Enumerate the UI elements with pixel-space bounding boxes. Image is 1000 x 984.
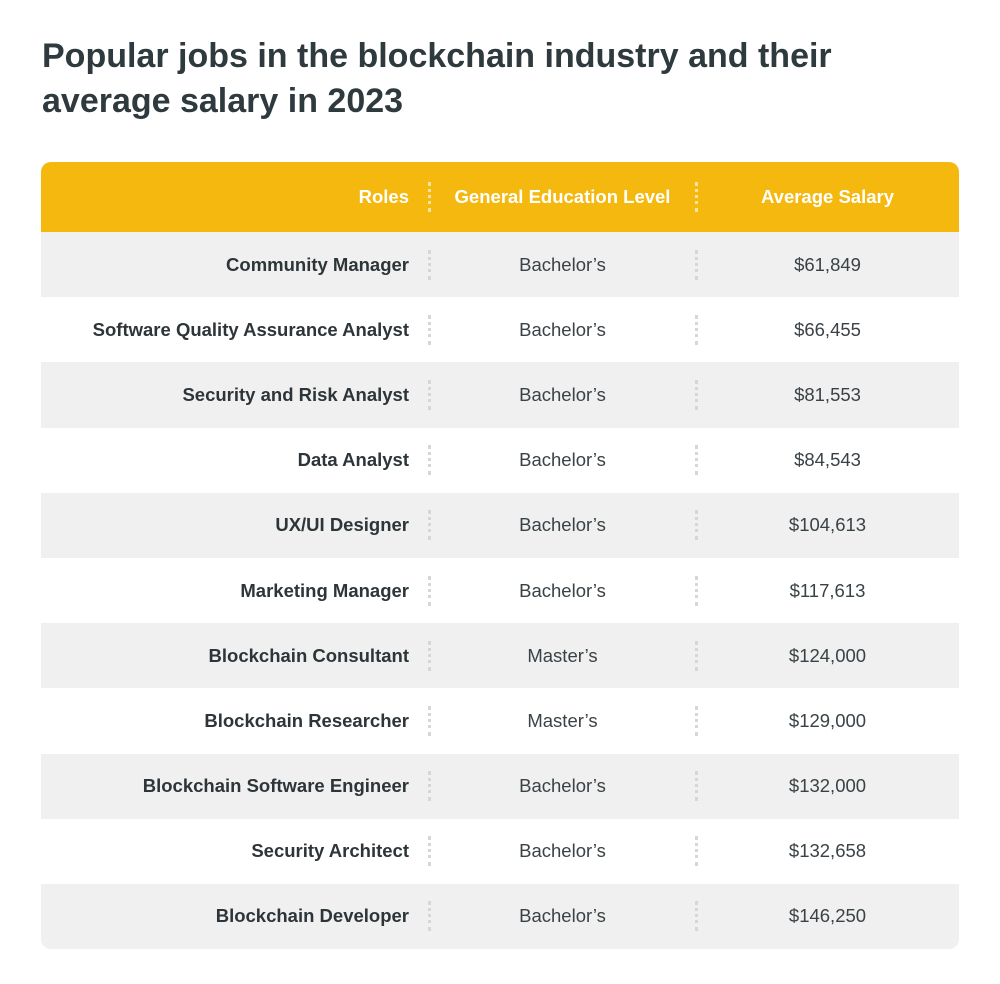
role-cell: Blockchain Consultant [208, 644, 409, 666]
education-cell: Master’s [527, 644, 598, 666]
table-row: Security and Risk Analyst Bachelor’s $81… [41, 362, 959, 428]
column-divider [695, 510, 698, 541]
salary-cell: $104,613 [788, 514, 867, 536]
column-divider [695, 314, 698, 345]
education-cell: Master’s [527, 709, 598, 731]
column-divider [695, 640, 698, 671]
table-row: Blockchain Software Engineer Bachelor’s … [41, 753, 959, 819]
salary-cell: $124,000 [788, 644, 867, 666]
education-cell: Bachelor’s [519, 449, 606, 471]
education-cell: Bachelor’s [519, 514, 606, 536]
table-row: Blockchain Developer Bachelor’s $146,250 [41, 883, 959, 950]
column-divider [428, 249, 431, 280]
table-row: Blockchain Consultant Master’s $124,000 [41, 623, 959, 689]
column-divider [428, 379, 431, 410]
education-cell: Bachelor’s [519, 579, 606, 601]
salary-cell: $146,250 [788, 905, 867, 927]
role-cell: Security Architect [251, 840, 409, 862]
column-divider [428, 510, 431, 541]
column-divider [695, 575, 698, 606]
header-roles: Roles [358, 186, 409, 207]
column-divider [695, 249, 698, 280]
role-cell: Blockchain Developer [215, 905, 409, 927]
column-divider [428, 836, 431, 867]
role-cell: Community Manager [226, 253, 409, 275]
education-cell: Bachelor’s [519, 253, 606, 275]
role-cell: Software Quality Assurance Analyst [92, 318, 409, 340]
column-divider [428, 901, 431, 932]
role-cell: Security and Risk Analyst [182, 383, 409, 405]
column-divider [695, 445, 698, 476]
education-cell: Bachelor’s [519, 775, 606, 797]
header-education-level: General Education Level [454, 186, 671, 207]
column-divider [428, 640, 431, 671]
table-row: Software Quality Assurance Analyst Bache… [41, 297, 959, 363]
salary-cell: $129,000 [788, 709, 867, 731]
column-divider [695, 182, 698, 212]
role-cell: Blockchain Researcher [204, 709, 409, 731]
table-header-row: Roles General Education Level Average Sa… [41, 162, 959, 232]
role-cell: Data Analyst [297, 449, 409, 471]
column-divider [428, 314, 431, 345]
column-divider [428, 445, 431, 476]
education-cell: Bachelor’s [519, 383, 606, 405]
salary-cell: $66,455 [794, 318, 861, 340]
education-cell: Bachelor’s [519, 840, 606, 862]
table-row: Marketing Manager Bachelor’s $117,613 [41, 557, 959, 624]
salary-cell: $84,543 [794, 449, 861, 471]
column-divider [428, 705, 431, 736]
column-divider [428, 771, 431, 802]
table-row: Security Architect Bachelor’s $132,658 [41, 818, 959, 884]
column-divider [695, 901, 698, 932]
salary-table: Roles General Education Level Average Sa… [41, 162, 959, 950]
table-row: Data Analyst Bachelor’s $84,543 [41, 427, 959, 493]
column-divider [695, 705, 698, 736]
salary-cell: $132,000 [788, 775, 867, 797]
column-divider [695, 379, 698, 410]
column-divider [695, 771, 698, 802]
page-title: Popular jobs in the blockchain industry … [42, 37, 832, 120]
education-cell: Bachelor’s [519, 318, 606, 340]
role-cell: Blockchain Software Engineer [142, 775, 409, 797]
salary-cell: $81,553 [794, 383, 861, 405]
table-row: Blockchain Researcher Master’s $129,000 [41, 688, 959, 754]
role-cell: Marketing Manager [240, 579, 409, 601]
education-cell: Bachelor’s [519, 905, 606, 927]
column-divider [428, 182, 431, 212]
role-cell: UX/UI Designer [275, 514, 409, 536]
column-divider [428, 575, 431, 606]
table-row: Community Manager Bachelor’s $61,849 [41, 232, 959, 298]
table-row: UX/UI Designer Bachelor’s $104,613 [41, 492, 959, 558]
column-divider [695, 836, 698, 867]
salary-cell: $132,658 [788, 840, 867, 862]
salary-cell: $61,849 [794, 253, 861, 275]
salary-cell: $117,613 [789, 579, 866, 601]
header-average-salary: Average Salary [760, 186, 894, 207]
